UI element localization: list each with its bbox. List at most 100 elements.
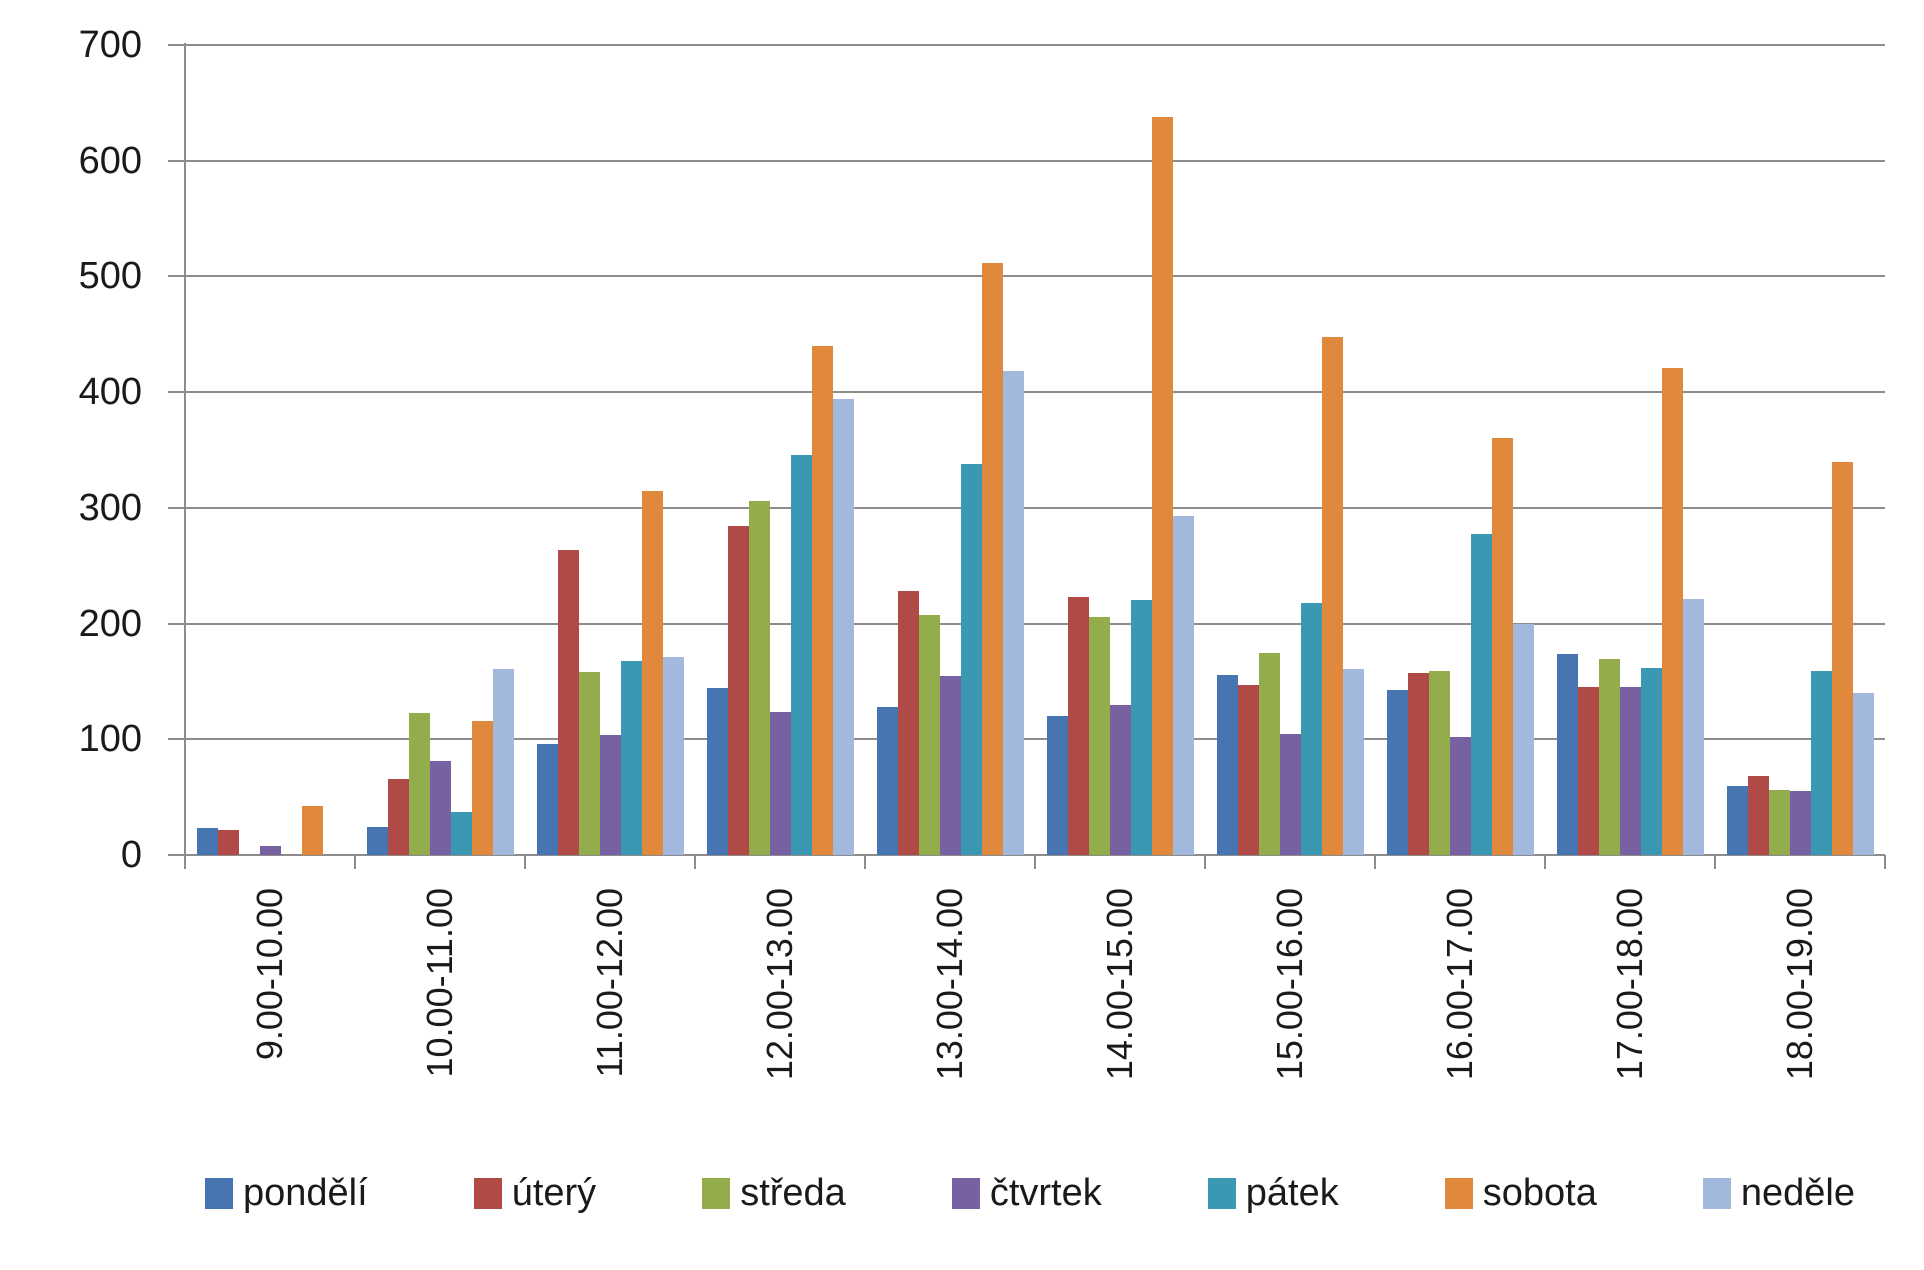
legend-swatch-icon xyxy=(1702,1177,1731,1209)
bar-neděle-10.00-11.00 xyxy=(492,668,514,855)
bar-sobota-17.00-18.00 xyxy=(1661,367,1683,855)
bar-pátek-16.00-17.00 xyxy=(1470,534,1492,855)
bar-úterý-17.00-18.00 xyxy=(1577,687,1599,855)
bar-pátek-12.00-13.00 xyxy=(790,454,812,855)
bar-sobota-10.00-11.00 xyxy=(471,720,493,855)
bar-group-13.00-14.00 xyxy=(865,45,1035,855)
bar-pondělí-9.00-10.00 xyxy=(196,828,218,855)
bar-čtvrtek-10.00-11.00 xyxy=(429,761,451,855)
bar-group-17.00-18.00 xyxy=(1545,45,1715,855)
plot-area xyxy=(185,45,1885,855)
x-axis-tick xyxy=(1884,855,1886,869)
y-axis-tick xyxy=(168,159,185,162)
bar-pondělí-15.00-16.00 xyxy=(1216,674,1238,855)
y-axis-tick xyxy=(168,622,185,625)
bar-středa-18.00-19.00 xyxy=(1768,790,1790,855)
bar-úterý-15.00-16.00 xyxy=(1237,684,1259,855)
legend-item-pátek: pátek xyxy=(1207,1171,1339,1215)
x-axis-tick xyxy=(354,855,356,869)
y-axis-label: 0 xyxy=(120,834,142,876)
gridline xyxy=(185,622,1885,625)
x-axis-tick xyxy=(864,855,866,869)
x-axis-label: 9.00-10.00 xyxy=(249,888,290,1061)
x-axis-tick xyxy=(1034,855,1036,869)
bar-pátek-10.00-11.00 xyxy=(450,812,472,855)
y-axis-label: 700 xyxy=(78,24,142,66)
bar-sobota-12.00-13.00 xyxy=(811,345,833,855)
bar-úterý-10.00-11.00 xyxy=(387,778,409,855)
bar-pondělí-13.00-14.00 xyxy=(876,706,898,855)
legend-swatch-icon xyxy=(1444,1177,1473,1209)
legend-item-pondělí: pondělí xyxy=(205,1172,368,1215)
legend-swatch-icon xyxy=(702,1177,731,1209)
legend-swatch-icon xyxy=(473,1177,502,1209)
y-axis-tick xyxy=(168,506,185,509)
bar-sobota-18.00-19.00 xyxy=(1831,461,1853,855)
x-axis-label: 12.00-13.00 xyxy=(759,888,800,1081)
bar-neděle-16.00-17.00 xyxy=(1512,623,1534,855)
bar-úterý-16.00-17.00 xyxy=(1407,673,1429,855)
bar-úterý-12.00-13.00 xyxy=(727,526,749,855)
bar-pátek-15.00-16.00 xyxy=(1300,602,1322,855)
x-axis-label: 13.00-14.00 xyxy=(929,888,970,1081)
bar-středa-13.00-14.00 xyxy=(918,615,940,855)
bar-úterý-18.00-19.00 xyxy=(1747,776,1769,855)
legend-label: úterý xyxy=(511,1171,597,1214)
y-axis-label: 600 xyxy=(78,139,142,182)
y-axis-tick xyxy=(168,738,185,741)
bar-pondělí-18.00-19.00 xyxy=(1726,785,1748,855)
bar-sobota-15.00-16.00 xyxy=(1321,336,1343,855)
y-axis-tick xyxy=(168,854,185,856)
bar-čtvrtek-9.00-10.00 xyxy=(259,845,281,855)
x-axis-label: 11.00-12.00 xyxy=(589,888,630,1078)
bar-group-9.00-10.00 xyxy=(185,45,355,855)
x-axis-tick xyxy=(1544,855,1546,869)
legend-swatch-icon xyxy=(951,1177,980,1209)
bar-pátek-17.00-18.00 xyxy=(1640,667,1662,855)
x-axis-tick xyxy=(184,855,186,869)
bar-středa-14.00-15.00 xyxy=(1088,616,1110,855)
y-axis-tick xyxy=(168,391,185,394)
bar-group-15.00-16.00 xyxy=(1205,45,1375,855)
bar-středa-15.00-16.00 xyxy=(1258,652,1280,855)
y-axis-label: 300 xyxy=(78,486,142,529)
bar-čtvrtek-13.00-14.00 xyxy=(939,675,961,855)
bar-neděle-11.00-12.00 xyxy=(662,657,684,855)
x-axis-label: 10.00-11.00 xyxy=(419,888,460,1078)
bar-sobota-14.00-15.00 xyxy=(1151,116,1173,855)
y-axis-label: 500 xyxy=(78,255,142,298)
bar-group-14.00-15.00 xyxy=(1035,45,1205,855)
bar-úterý-13.00-14.00 xyxy=(897,591,919,855)
legend-item-sobota: sobota xyxy=(1444,1172,1597,1215)
bar-sobota-13.00-14.00 xyxy=(981,262,1003,855)
bar-úterý-9.00-10.00 xyxy=(217,829,239,855)
bar-středa-16.00-17.00 xyxy=(1428,671,1450,855)
bar-neděle-18.00-19.00 xyxy=(1852,693,1874,855)
bar-pondělí-16.00-17.00 xyxy=(1386,689,1408,855)
x-axis-tick xyxy=(524,855,526,869)
legend-label: pátek xyxy=(1245,1171,1339,1214)
legend-label: středa xyxy=(740,1171,846,1214)
gridline xyxy=(185,506,1885,509)
x-axis-tick xyxy=(1374,855,1376,869)
bar-pátek-11.00-12.00 xyxy=(620,660,642,855)
bar-sobota-16.00-17.00 xyxy=(1491,438,1513,855)
bar-čtvrtek-12.00-13.00 xyxy=(769,711,791,855)
gridline xyxy=(185,738,1885,741)
bar-pondělí-10.00-11.00 xyxy=(366,827,388,855)
bar-neděle-17.00-18.00 xyxy=(1682,599,1704,855)
y-axis-label: 100 xyxy=(78,718,142,761)
gridline xyxy=(185,159,1885,162)
bar-pondělí-11.00-12.00 xyxy=(536,743,558,855)
bar-group-18.00-19.00 xyxy=(1715,45,1885,855)
y-axis-line xyxy=(184,43,186,869)
y-axis-label: 400 xyxy=(78,371,142,414)
bar-čtvrtek-11.00-12.00 xyxy=(599,734,621,855)
gridline xyxy=(185,275,1885,278)
legend-swatch-icon xyxy=(205,1177,233,1209)
x-axis-tick xyxy=(694,855,696,869)
bar-středa-10.00-11.00 xyxy=(408,712,430,855)
gridline xyxy=(185,391,1885,394)
bar-group-12.00-13.00 xyxy=(695,45,865,855)
